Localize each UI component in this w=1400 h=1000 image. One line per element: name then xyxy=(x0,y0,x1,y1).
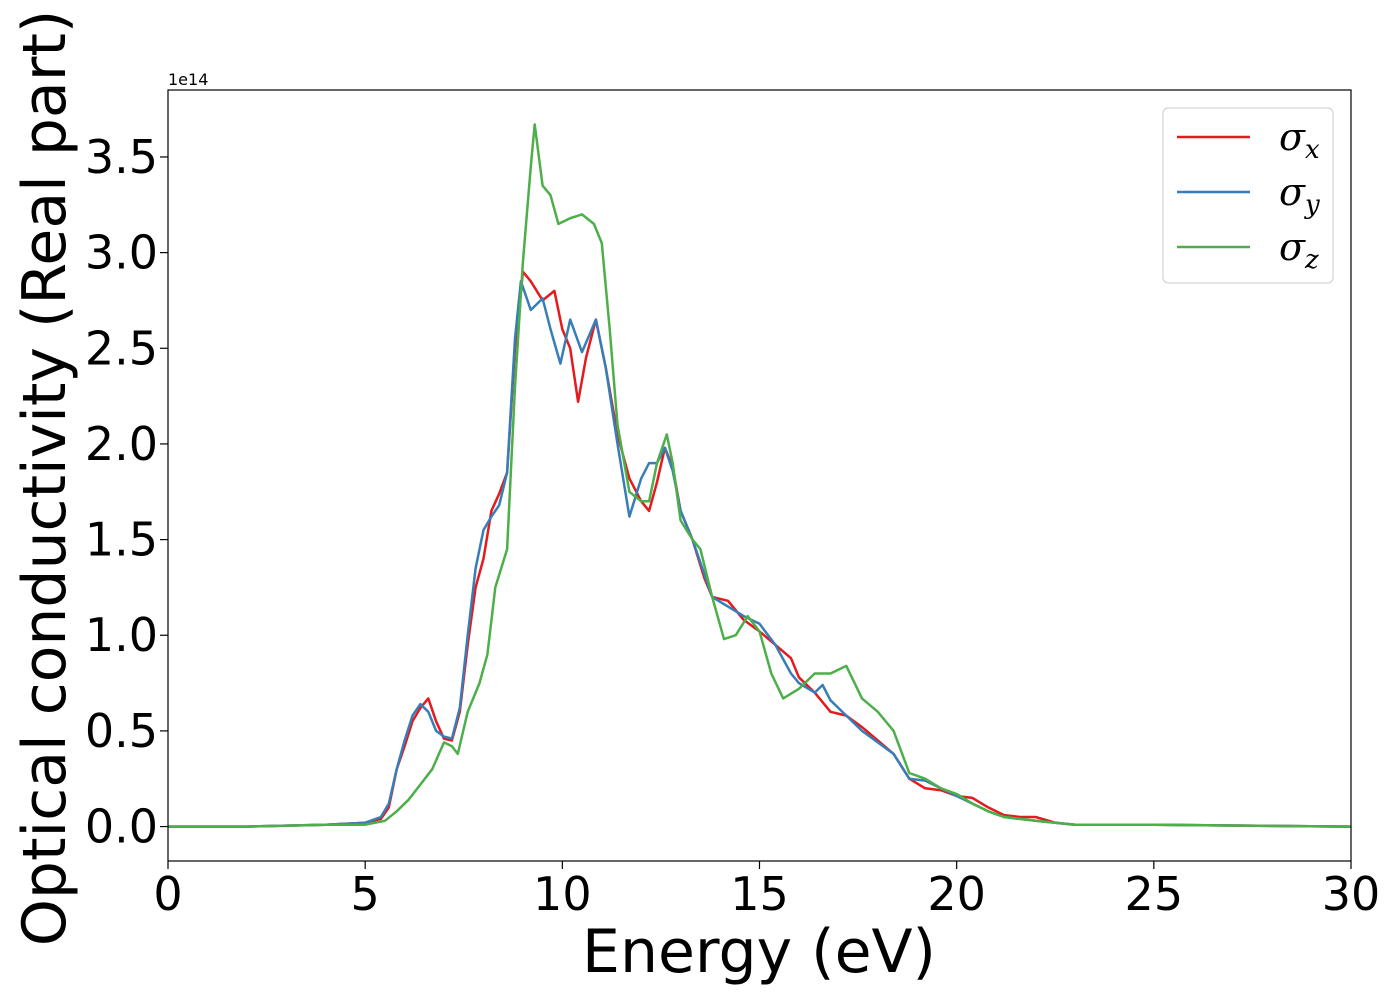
legend-label-z: σz xyxy=(1279,225,1319,275)
x-tick-label: 15 xyxy=(730,867,789,921)
legend-box xyxy=(1162,107,1334,284)
legend-label-y: σy xyxy=(1279,170,1320,220)
y-tick-label: 3.5 xyxy=(85,130,158,184)
x-axis: 0 5 10 15 20 25 30 xyxy=(153,861,1380,921)
series-line-x xyxy=(168,270,1352,828)
x-tick-label: 25 xyxy=(1125,867,1184,921)
y-tick-label: 2.0 xyxy=(85,417,158,471)
x-tick-label: 20 xyxy=(927,867,986,921)
y-axis-label: Optical conductivity (Real part) xyxy=(10,10,80,947)
y-tick-label: 3.0 xyxy=(85,226,158,280)
plot-lines xyxy=(168,123,1352,828)
series-line-z xyxy=(168,123,1352,828)
x-tick-label: 30 xyxy=(1322,867,1381,921)
y-axis: 0.0 0.5 1.0 1.5 2.0 2.5 3.0 3.5 xyxy=(85,130,168,854)
x-tick-label: 0 xyxy=(153,867,182,921)
legend-label-x: σx xyxy=(1279,115,1320,165)
x-tick-label: 5 xyxy=(351,867,380,921)
y-offset-label: 1e14 xyxy=(168,70,208,89)
y-tick-label: 0.0 xyxy=(85,800,158,854)
x-axis-label: Energy (eV) xyxy=(582,917,936,987)
y-tick-label: 1.5 xyxy=(85,513,158,567)
series-line-y xyxy=(168,280,1352,828)
y-tick-label: 1.0 xyxy=(85,608,158,662)
y-tick-label: 2.5 xyxy=(85,321,158,375)
x-tick-label: 10 xyxy=(533,867,592,921)
y-tick-label: 0.5 xyxy=(85,704,158,758)
